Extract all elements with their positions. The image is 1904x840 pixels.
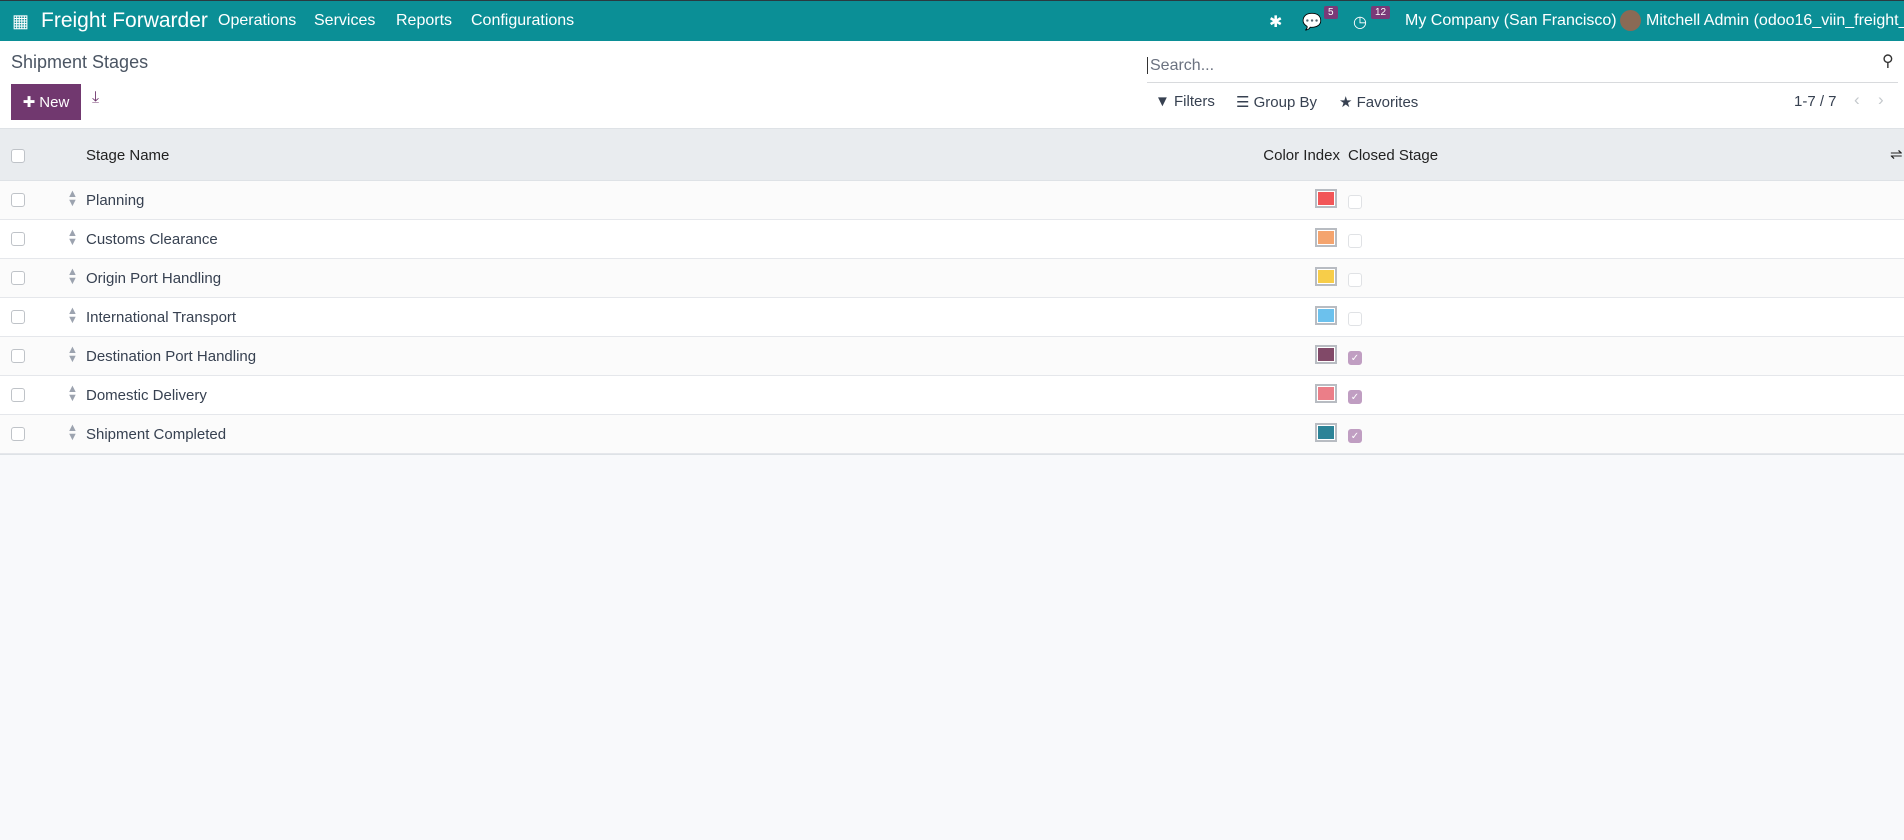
stages-table: Stage Name Color Index Closed Stage ⇌ ▲ ▼… [0,129,1904,455]
page-title: Shipment Stages [11,52,149,72]
select-all-checkbox[interactable] [11,149,25,163]
download-icon[interactable]: ⤓ [92,89,100,106]
table-row[interactable]: ▲ ▼ Customs Clearance [0,220,1904,259]
search-placeholder: Search... [1147,57,1215,74]
closed-stage-checkbox[interactable] [1348,195,1362,209]
new-button[interactable]: ✚ New [11,84,81,120]
drag-handle-icon[interactable]: ▲ ▼ [67,227,78,248]
pager-value[interactable]: 1-7 / 7 [1794,93,1837,110]
row-checkbox[interactable] [11,310,25,324]
row-checkbox[interactable] [11,232,25,246]
color-swatch[interactable] [1315,345,1337,364]
pager-next-icon[interactable]: › [1878,90,1884,109]
menu-configurations[interactable]: Configurations [471,12,575,29]
apps-menu-icon[interactable]: ▦ [12,11,30,31]
avatar[interactable] [1620,10,1641,31]
drag-handle-icon[interactable]: ▲ ▼ [67,305,78,326]
chat-icon: 💬 [1302,14,1322,31]
star-icon: ★ [1339,94,1357,111]
activities-badge: 12 [1371,6,1391,19]
filter-icon: ▼ [1155,93,1175,110]
table-row[interactable]: ▲ ▼ International Transport [0,298,1904,337]
color-swatch[interactable] [1315,423,1337,442]
activities-button[interactable]: ◷ 12 [1353,6,1391,32]
row-checkbox[interactable] [11,193,25,207]
layers-icon: ☰ [1236,94,1254,111]
pager-prev-icon[interactable]: ‹ [1854,90,1860,109]
drag-handle-icon[interactable]: ▲ ▼ [67,422,78,443]
menu-operations[interactable]: Operations [218,12,297,29]
plus-icon: ✚ [22,94,36,111]
closed-stage-checkbox[interactable] [1348,273,1362,287]
table-row[interactable]: ▲ ▼ Destination Port Handling ✓ [0,337,1904,376]
color-swatch[interactable] [1315,384,1337,403]
row-checkbox[interactable] [11,427,25,441]
bug-icon[interactable]: ✱ [1269,14,1283,31]
new-label: New [39,93,70,111]
table-row[interactable]: ▲ ▼ Domestic Delivery ✓ [0,376,1904,415]
clock-icon: ◷ [1353,14,1367,31]
closed-stage-checkbox[interactable]: ✓ [1348,390,1362,404]
column-stage-name[interactable]: Stage Name [86,147,170,164]
table-header: Stage Name Color Index Closed Stage ⇌ [0,129,1904,181]
drag-handle-icon[interactable]: ▲ ▼ [67,344,78,365]
favorites-button[interactable]: ★ Favorites [1339,94,1419,111]
color-swatch[interactable] [1315,267,1337,286]
stage-name: Shipment Completed [86,426,227,443]
company-switcher[interactable]: My Company (San Francisco) [1405,12,1617,29]
table-row[interactable]: ▲ ▼ Origin Port Handling [0,259,1904,298]
stage-name: Destination Port Handling [86,348,257,365]
drag-handle-icon[interactable]: ▲ ▼ [67,383,78,404]
stage-name: Domestic Delivery [86,387,207,404]
top-navbar: ▦ Freight Forwarder Operations Services … [0,0,1904,41]
stage-name: Planning [86,192,145,209]
menu-reports[interactable]: Reports [396,12,453,29]
drag-handle-icon[interactable]: ▲ ▼ [67,188,78,209]
row-checkbox[interactable] [11,271,25,285]
drag-handle-icon[interactable]: ▲ ▼ [67,266,78,287]
user-menu[interactable]: Mitchell Admin (odoo16_viin_freight_2) [1646,12,1904,29]
table-row[interactable]: ▲ ▼ Planning [0,181,1904,220]
messages-button[interactable]: 💬 5 [1302,6,1338,32]
stage-name: Origin Port Handling [86,270,222,287]
group-by-button[interactable]: ☰ Group By [1236,94,1317,111]
closed-stage-checkbox[interactable] [1348,312,1362,326]
table-row[interactable]: ▲ ▼ Shipment Completed ✓ [0,415,1904,454]
closed-stage-checkbox[interactable] [1348,234,1362,248]
color-swatch[interactable] [1315,228,1337,247]
search-icon[interactable]: ⚲ [1882,53,1894,70]
column-color-index[interactable]: Color Index [1263,147,1340,164]
filters-button[interactable]: ▼ Filters [1155,93,1215,110]
stage-name: Customs Clearance [86,231,218,248]
column-closed-stage[interactable]: Closed Stage [1348,147,1439,164]
closed-stage-checkbox[interactable]: ✓ [1348,429,1362,443]
control-panel: Shipment Stages ✚ New ⤓ Search... ⚲ ▼ Fil… [0,41,1904,129]
menu-services[interactable]: Services [314,12,376,29]
row-checkbox[interactable] [11,388,25,402]
search-input[interactable]: Search... [1147,51,1898,83]
messages-badge: 5 [1324,6,1338,19]
row-checkbox[interactable] [11,349,25,363]
stage-name: International Transport [86,309,237,326]
app-brand[interactable]: Freight Forwarder [41,9,208,32]
optional-columns-icon[interactable]: ⇌ [1890,146,1903,163]
closed-stage-checkbox[interactable]: ✓ [1348,351,1362,365]
color-swatch[interactable] [1315,306,1337,325]
color-swatch[interactable] [1315,189,1337,208]
